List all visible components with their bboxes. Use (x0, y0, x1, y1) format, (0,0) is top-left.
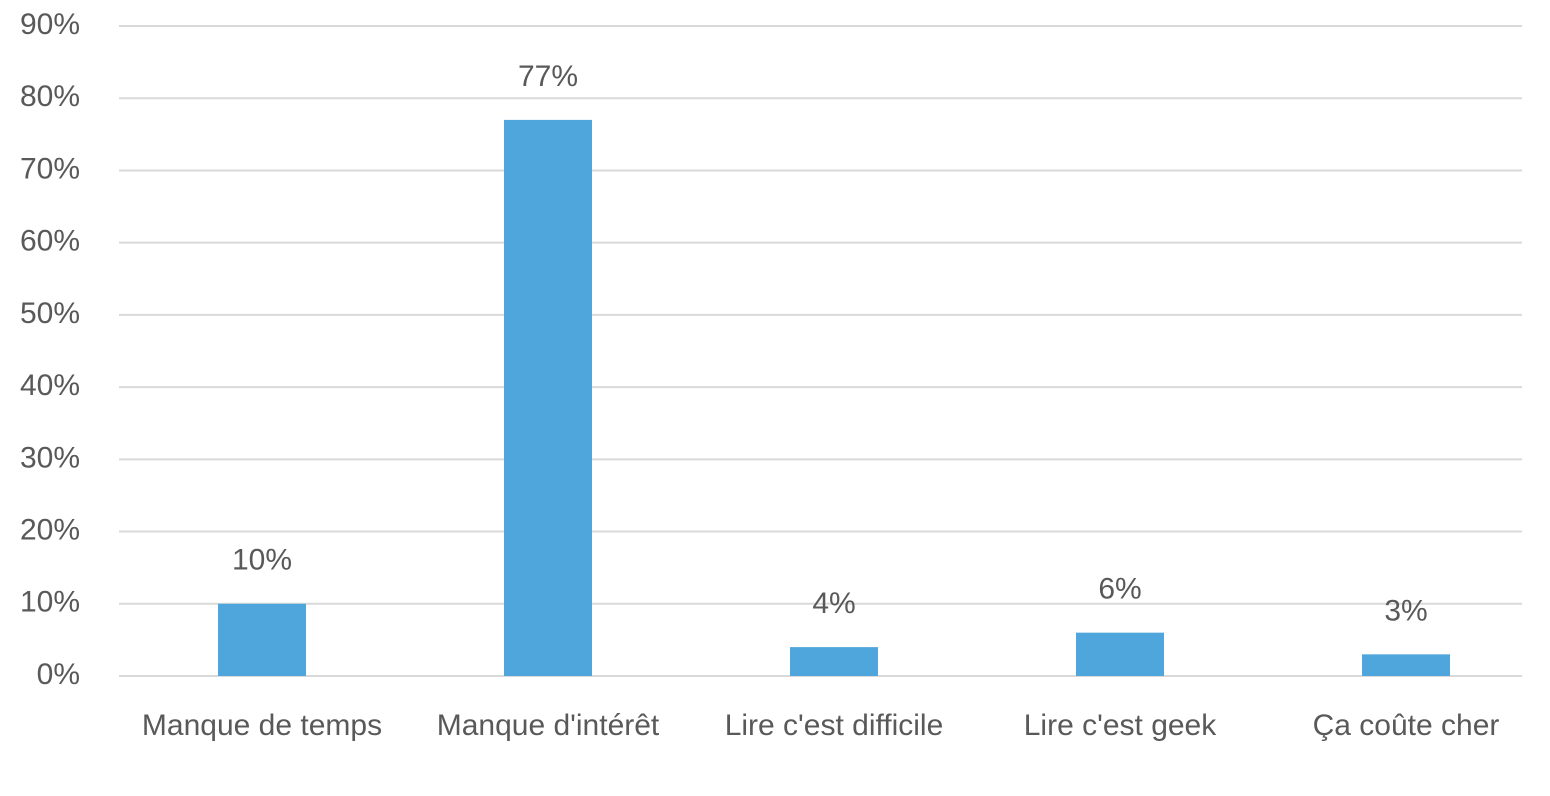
x-tick-label-box: Lire c'est difficile (724, 709, 944, 742)
x-tick-label-box: Manque d'intérêt (436, 709, 660, 742)
data-label: 77% (518, 60, 578, 93)
y-tick-label: 30% (20, 441, 80, 474)
y-tick-label: 0% (37, 658, 80, 691)
data-label: 6% (1098, 573, 1141, 606)
x-tick-label: Manque d'intérêt (436, 709, 660, 742)
x-tick-label-box: Lire c'est geek (1023, 709, 1217, 742)
x-tick-label-box: Ça coûte cher (1312, 709, 1500, 742)
y-tick-label: 90% (20, 8, 80, 41)
x-tick-label: Lire c'est difficile (724, 709, 944, 742)
y-tick-label: 10% (20, 586, 80, 619)
y-tick-label: 20% (20, 513, 80, 546)
x-tick-label: Manque de temps (141, 709, 383, 742)
data-label: 4% (812, 587, 855, 620)
x-tick-label-box: Manque de temps (141, 709, 383, 742)
bar (1362, 654, 1450, 676)
y-tick-label: 80% (20, 80, 80, 113)
y-tick-label: 50% (20, 297, 80, 330)
bar (1076, 632, 1164, 676)
bar (790, 647, 878, 676)
bar (218, 603, 306, 676)
x-tick-label: Lire c'est geek (1023, 709, 1217, 742)
x-tick-label: Ça coûte cher (1312, 709, 1500, 742)
y-tick-label: 40% (20, 369, 80, 402)
y-tick-label: 70% (20, 152, 80, 185)
bar (504, 119, 592, 676)
data-label: 10% (232, 544, 292, 577)
data-label: 3% (1384, 594, 1427, 627)
y-tick-label: 60% (20, 225, 80, 258)
